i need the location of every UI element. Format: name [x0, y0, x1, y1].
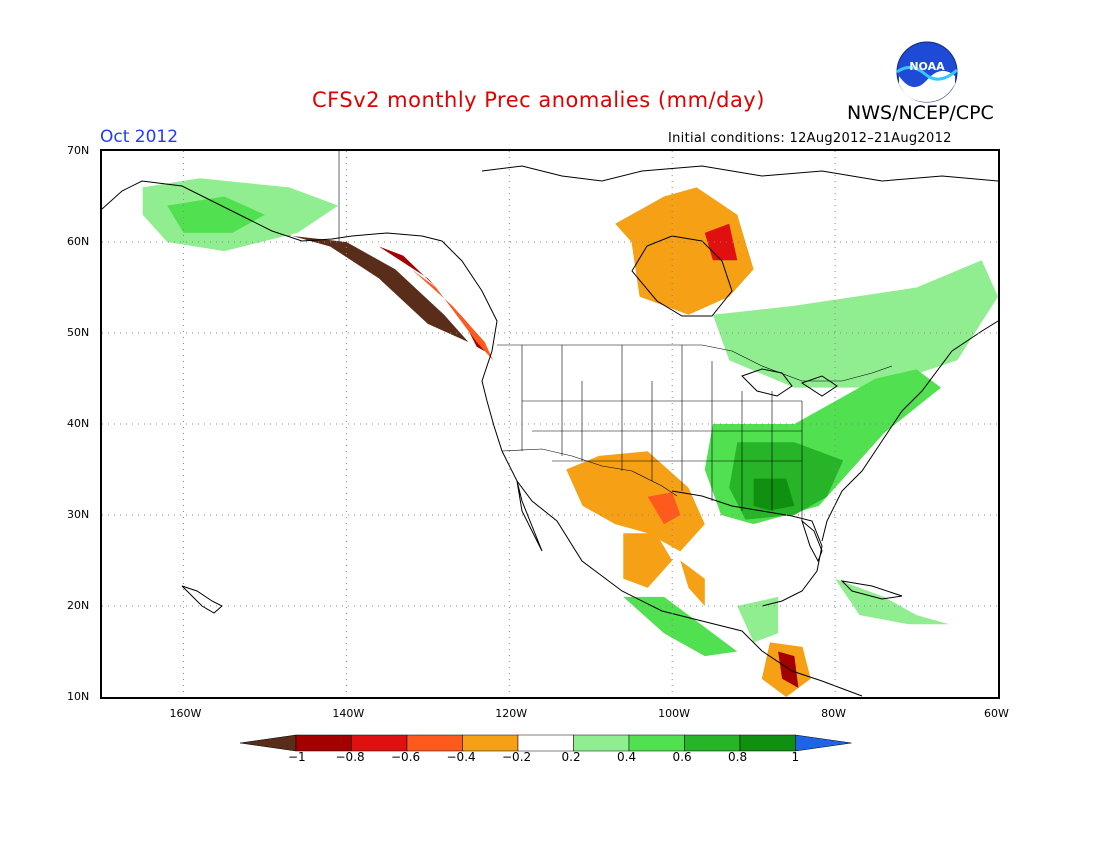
colorbar-tick-label: 1 [791, 750, 800, 764]
lon-label: 80W [821, 707, 846, 720]
lat-label: 40N [67, 417, 90, 430]
cuba [840, 580, 903, 600]
map-canvas [102, 151, 998, 697]
canada-us-border [497, 344, 893, 382]
atlantic-coast [821, 320, 998, 542]
anomaly-alaska-green-mid [167, 196, 265, 233]
anomaly-east-canada-green [712, 260, 998, 388]
hawaii [181, 585, 223, 614]
lon-label: 120W [495, 707, 528, 720]
colorbar-segment [628, 734, 685, 752]
chart-title: CFSv2 monthly Prec anomalies (mm/day) [312, 88, 765, 112]
anomaly-alaska-panhandle-coast [264, 228, 469, 343]
anomaly-southwest-orange [566, 451, 705, 552]
arctic-islands [481, 165, 998, 182]
lon-label: 140W [332, 707, 365, 720]
colorbar-tick-label: −0.2 [502, 750, 532, 764]
alaska-coast [102, 180, 443, 242]
anomaly-hudson-bay-orange [615, 187, 754, 315]
agency-label: NWS/NCEP/CPC [847, 102, 994, 124]
great-lakes [741, 368, 838, 397]
lat-label: 10N [67, 690, 90, 703]
colorbar [240, 734, 852, 752]
map-frame [100, 149, 1000, 699]
coastline-layer [102, 165, 998, 697]
anomaly-hudson-bay-red [704, 223, 738, 261]
colorbar-segment [295, 734, 352, 752]
us-mexico-border [501, 448, 678, 497]
colorbar-segment [517, 734, 574, 752]
lat-label: 70N [67, 144, 90, 157]
colorbar-tick-label: 0.8 [728, 750, 748, 764]
colorbar-segment [739, 734, 796, 752]
florida [801, 519, 823, 563]
colorbar-left-arrow [240, 734, 297, 752]
hudson-bay [631, 235, 733, 317]
colorbar-tick-label: −1 [288, 750, 306, 764]
colorbar-right-arrow [795, 734, 852, 752]
colorbar-tick-label: 0.4 [617, 750, 637, 764]
lon-label: 60W [984, 707, 1009, 720]
anomaly-gulf-coast-orange [680, 560, 705, 606]
noaa-logo-icon: NOAA [896, 41, 958, 103]
state-lines [521, 345, 803, 521]
lat-label: 60N [67, 235, 90, 248]
lat-label: 30N [67, 508, 90, 521]
anomaly-central-america-red [778, 651, 799, 688]
colorbar-segment [684, 734, 741, 752]
pacific-coast [441, 240, 863, 697]
initial-conditions: Initial conditions: 12Aug2012–21Aug2012 [668, 131, 952, 146]
lon-label: 160W [169, 707, 202, 720]
lat-label: 20N [67, 599, 90, 612]
colorbar-tick-label: −0.8 [335, 750, 365, 764]
colorbar-tick-label: −0.6 [391, 750, 421, 764]
anomaly-caribbean-green [835, 578, 950, 625]
anomaly-mexico-pacific-green [623, 596, 738, 657]
colorbar-tick-label: 0.6 [672, 750, 692, 764]
colorbar-segment [351, 734, 408, 752]
graticule-layer [102, 151, 998, 697]
gulf-coast [671, 490, 823, 607]
forecast-month: Oct 2012 [100, 127, 179, 147]
anomaly-deep-south-green [753, 478, 795, 511]
svg-text:NOAA: NOAA [909, 60, 945, 73]
anomaly-yucatan-green [737, 596, 779, 643]
anomaly-layer [142, 178, 998, 697]
anomaly-texas-orange-red [647, 492, 681, 525]
colorbar-tick-label: −0.4 [446, 750, 476, 764]
colorbar-segment [406, 734, 463, 752]
colorbar-segment [573, 734, 630, 752]
lon-label: 100W [658, 707, 691, 720]
lat-label: 50N [67, 326, 90, 339]
colorbar-tick-label: 0.2 [561, 750, 581, 764]
border-layer [338, 151, 893, 521]
colorbar-segment [462, 734, 519, 752]
baja [516, 480, 543, 552]
anomaly-mexico-orange [623, 533, 673, 588]
anomaly-bc-coast-red [378, 246, 485, 352]
anomaly-bc-coast-orange [411, 269, 493, 361]
